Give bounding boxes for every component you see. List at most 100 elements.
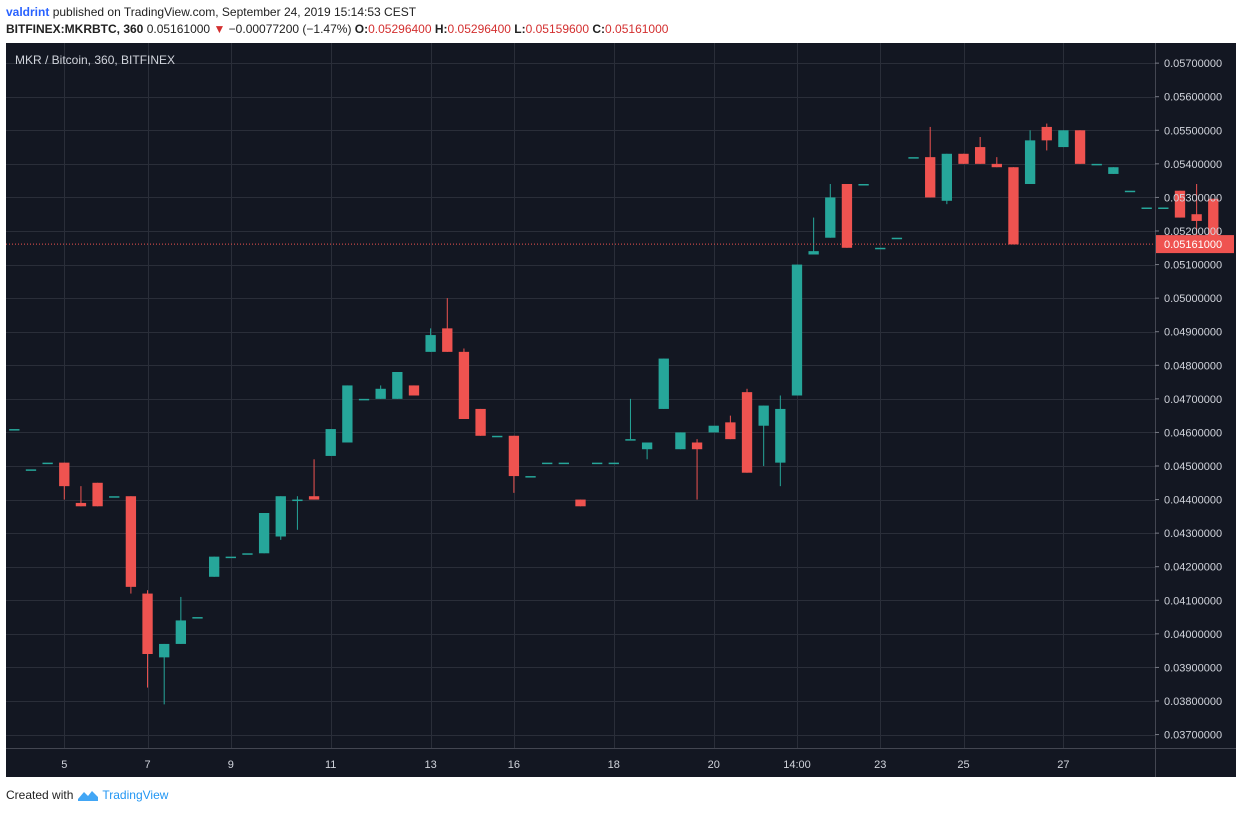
candle-body	[708, 425, 719, 433]
candle-body	[508, 435, 520, 477]
high-label: H:	[434, 22, 448, 36]
candle-body	[208, 556, 220, 577]
candle-body	[591, 462, 603, 465]
candle-body	[225, 556, 236, 559]
chart-background	[6, 43, 1236, 777]
x-tick-label: 18	[608, 759, 620, 771]
y-tick-label: 0.03700000	[1164, 730, 1222, 742]
chart-container[interactable]: 0.05700000 0.05600000 0.05500000 0.05400000…	[6, 43, 1236, 782]
candle-body	[25, 469, 37, 471]
x-tick-label: 5	[61, 759, 67, 771]
candle-body	[1208, 198, 1219, 245]
candle-body	[75, 502, 87, 507]
footer: Created with TradingView	[6, 788, 168, 802]
y-tick-label: 0.03800000	[1164, 696, 1222, 708]
candle-body	[442, 328, 453, 352]
candle-body	[9, 429, 20, 431]
open-value: 0.05296400	[368, 22, 432, 36]
candle-body	[425, 335, 436, 352]
chart-title: MKR / Bitcoin, 360, BITFINEX	[15, 53, 175, 67]
x-tick-label: 13	[425, 759, 437, 771]
last-price-badge	[1156, 235, 1234, 254]
candle-body	[1174, 190, 1186, 218]
candle-body	[59, 462, 70, 487]
last-price: 0.05161000	[146, 22, 211, 36]
last-price-label: 0.05161000	[1164, 239, 1222, 251]
candle-body	[808, 251, 819, 255]
candle-body	[758, 405, 769, 426]
candle-body	[175, 620, 187, 644]
y-tick-label: 0.05200000	[1164, 226, 1222, 238]
y-tick-label: 0.04400000	[1164, 495, 1222, 507]
candle-body	[542, 462, 553, 465]
candle-body	[641, 442, 653, 450]
y-tick-label: 0.05700000	[1164, 58, 1222, 70]
candle-body	[675, 432, 686, 450]
candle-body	[325, 429, 336, 456]
candle-body	[1074, 130, 1086, 164]
x-tick-label: 25	[957, 759, 969, 771]
candle-body	[375, 388, 386, 399]
candlestick-chart[interactable]: 0.05700000 0.05600000 0.05500000 0.05400000…	[6, 43, 1236, 777]
candle-body	[159, 643, 170, 658]
candle-body	[875, 247, 886, 250]
symbol-label: BITFINEX:MKRBTC, 360	[6, 22, 144, 36]
low-label: L:	[514, 22, 526, 36]
candle-body	[192, 617, 203, 619]
candle-body	[775, 408, 786, 463]
candle-body	[658, 358, 669, 409]
candle-body	[1124, 190, 1136, 193]
y-tick-label: 0.04600000	[1164, 427, 1222, 439]
low-value: 0.05159600	[525, 22, 590, 36]
tradingview-link[interactable]: TradingView	[102, 788, 169, 802]
candle-body	[791, 264, 803, 396]
change-value: −0.00077200 (−1.47%)	[228, 22, 352, 36]
y-tick-label: 0.04500000	[1164, 461, 1222, 473]
candle-body	[858, 184, 869, 186]
candle-body	[608, 462, 619, 465]
y-tick-label: 0.05100000	[1164, 260, 1222, 272]
candle-body	[109, 496, 120, 498]
candle-body	[1108, 167, 1119, 174]
candle-body	[575, 499, 586, 507]
candle-body	[125, 496, 137, 587]
open-label: O:	[354, 22, 369, 36]
created-with-text: Created with	[6, 788, 74, 802]
candle-body	[1041, 126, 1052, 141]
candle-body	[42, 462, 53, 465]
y-tick-label: 0.04700000	[1164, 394, 1222, 406]
candle-body	[1141, 207, 1152, 209]
candle-body	[392, 372, 403, 399]
candle-body	[974, 147, 986, 164]
candle-body	[725, 422, 736, 440]
x-tick-label: 27	[1057, 759, 1069, 771]
y-tick-label: 0.05300000	[1164, 192, 1222, 204]
x-tick-label: 20	[708, 759, 720, 771]
close-label: C:	[592, 22, 606, 36]
candle-body	[142, 593, 153, 654]
candle-body	[691, 442, 703, 450]
candle-body	[492, 435, 503, 438]
candle-body	[242, 553, 253, 555]
candle-body	[475, 408, 486, 436]
candle-body	[825, 197, 836, 238]
x-tick-label: 23	[874, 759, 886, 771]
published-text: published on TradingView.com, September …	[52, 5, 417, 19]
y-tick-label: 0.04300000	[1164, 528, 1222, 540]
y-tick-label: 0.04100000	[1164, 595, 1222, 607]
candle-body	[1191, 214, 1202, 221]
y-tick-label: 0.05600000	[1164, 92, 1222, 104]
y-tick-label: 0.04000000	[1164, 629, 1222, 641]
high-value: 0.05296400	[447, 22, 511, 36]
candle-body	[908, 157, 919, 159]
x-tick-label: 7	[144, 759, 150, 771]
candle-body	[625, 439, 636, 441]
candle-body	[342, 385, 353, 443]
x-tick-label: 9	[228, 759, 234, 771]
x-tick-label: 16	[508, 759, 520, 771]
close-value: 0.05161000	[605, 22, 669, 36]
author-link[interactable]: valdrint	[6, 5, 50, 19]
candle-body	[991, 163, 1002, 168]
candle-body	[408, 385, 420, 396]
ohlc-line: BITFINEX:MKRBTC, 360 0.05161000 ▼ −0.000…	[6, 22, 668, 36]
